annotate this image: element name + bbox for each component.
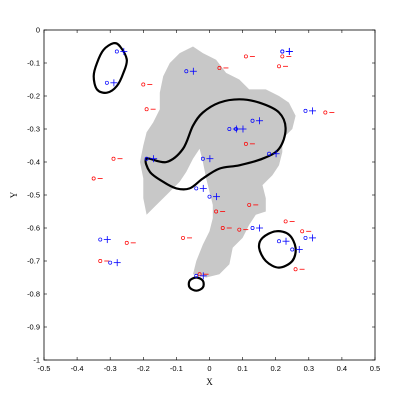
y-axis-ticks: 0 -0.1 -0.2 -0.3 -0.4 -0.5 -0.6 -0.7 -0.8 -0.9 -1 bbox=[27, 26, 375, 365]
red-point bbox=[277, 64, 289, 69]
red-point bbox=[141, 82, 153, 87]
y-tick-label: 0 bbox=[36, 26, 40, 35]
red-point bbox=[111, 156, 123, 161]
y-tick-label: -1 bbox=[33, 356, 40, 365]
blue-point bbox=[194, 272, 207, 280]
blue-point bbox=[280, 47, 293, 55]
red-points bbox=[91, 54, 335, 277]
red-point bbox=[91, 176, 103, 181]
y-tick-label: -0.1 bbox=[27, 59, 40, 68]
boundary-curves bbox=[92, 41, 297, 292]
blue-point bbox=[114, 47, 128, 55]
x-tick-label: 0.1 bbox=[237, 364, 247, 373]
x-tick-label: 0.3 bbox=[304, 364, 314, 373]
blue-point bbox=[303, 107, 316, 115]
x-tick-label: 0.4 bbox=[337, 364, 347, 373]
x-tick-label: -0.5 bbox=[38, 364, 51, 373]
boundary-curve bbox=[257, 230, 297, 269]
boundary-curve bbox=[92, 41, 128, 94]
red-point bbox=[280, 54, 292, 59]
blue-point bbox=[98, 236, 111, 244]
red-point bbox=[217, 65, 229, 70]
blue-point bbox=[250, 224, 264, 232]
blue-point bbox=[227, 125, 240, 133]
red-point bbox=[124, 240, 136, 245]
red-point bbox=[283, 219, 295, 224]
red-point bbox=[220, 226, 232, 230]
blue-point bbox=[234, 125, 247, 133]
y-tick-label: -0.3 bbox=[27, 125, 40, 134]
boundary-curve bbox=[144, 98, 287, 191]
blue-point bbox=[303, 234, 316, 242]
red-point bbox=[300, 229, 312, 234]
blue-point bbox=[194, 184, 207, 192]
red-point bbox=[293, 267, 305, 272]
blue-point bbox=[290, 245, 303, 253]
blue-point bbox=[144, 155, 158, 163]
red-point bbox=[243, 54, 255, 59]
y-axis-label: Y bbox=[9, 191, 19, 198]
y-tick-label: -0.8 bbox=[27, 290, 40, 299]
y-tick-label: -0.9 bbox=[27, 323, 40, 332]
x-tick-label: 0.5 bbox=[370, 364, 380, 373]
x-axis-ticks: -0.5 -0.4 -0.3 -0.2 -0.1 0 0.1 0.2 0.3 0.4 0.5 bbox=[38, 30, 380, 373]
blue-point bbox=[207, 193, 220, 201]
red-point bbox=[197, 272, 209, 277]
x-tick-label: -0.3 bbox=[104, 364, 117, 373]
red-point bbox=[214, 209, 226, 214]
blue-point bbox=[200, 155, 214, 163]
shaded-region bbox=[140, 46, 296, 278]
x-tick-label: -0.1 bbox=[170, 364, 183, 373]
y-tick-label: -0.2 bbox=[27, 92, 40, 101]
red-point bbox=[323, 110, 335, 115]
red-point bbox=[243, 141, 255, 146]
blue-point bbox=[267, 150, 280, 158]
y-tick-label: -0.4 bbox=[27, 158, 40, 167]
red-point bbox=[247, 202, 259, 207]
x-tick-label: -0.4 bbox=[71, 364, 84, 373]
x-tick-label: -0.2 bbox=[137, 364, 150, 373]
red-point bbox=[144, 107, 156, 112]
y-tick-label: -0.7 bbox=[27, 257, 40, 266]
x-axis-label: X bbox=[206, 377, 213, 387]
y-tick-label: -0.6 bbox=[27, 224, 40, 233]
blue-point bbox=[250, 117, 264, 125]
x-tick-label: 0.2 bbox=[270, 364, 280, 373]
x-tick-label: 0 bbox=[207, 364, 211, 373]
blue-point bbox=[108, 259, 121, 267]
red-point bbox=[98, 259, 110, 263]
blue-point bbox=[104, 79, 118, 87]
blue-point bbox=[277, 237, 290, 245]
red-point bbox=[181, 235, 193, 240]
blue-points bbox=[98, 47, 316, 280]
y-tick-label: -0.5 bbox=[27, 191, 40, 200]
boundary-curve bbox=[187, 276, 205, 292]
red-point bbox=[237, 227, 249, 232]
blue-point bbox=[184, 67, 197, 75]
